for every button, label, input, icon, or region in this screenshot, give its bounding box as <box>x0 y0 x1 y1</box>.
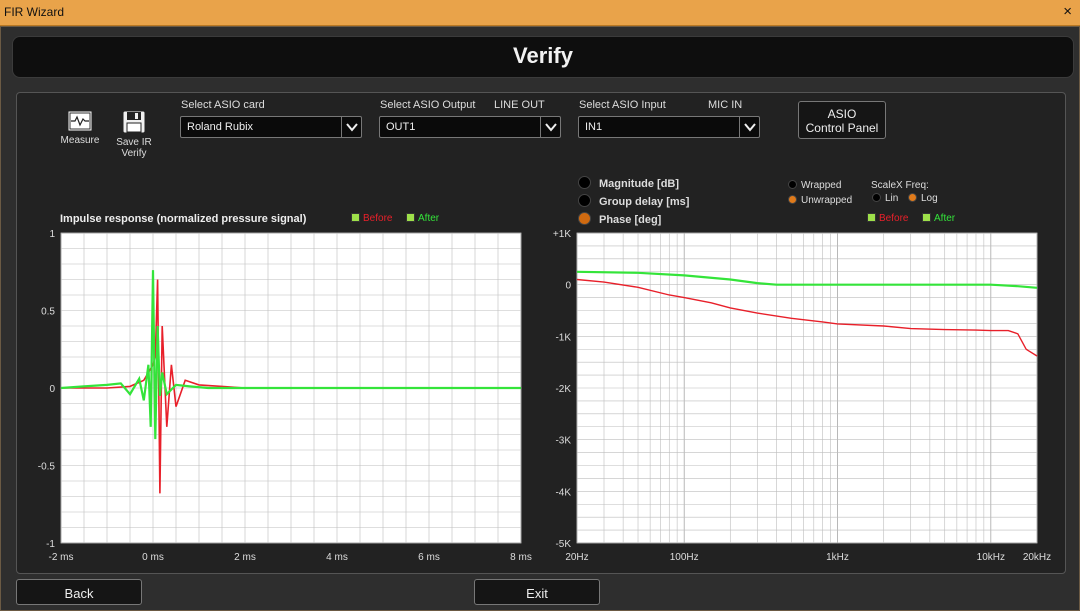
check-icon <box>867 213 876 222</box>
check-icon <box>406 213 415 222</box>
unwrapped-radio[interactable]: Unwrapped <box>788 195 852 206</box>
x-tick-label: 4 ms <box>326 552 348 563</box>
group-delay-label: Group delay [ms] <box>599 196 690 208</box>
check-icon <box>922 213 931 222</box>
radio-icon <box>578 194 591 207</box>
y-tick-label: 0.5 <box>41 307 55 318</box>
floppy-disk-icon <box>122 110 146 134</box>
asio-input-select[interactable]: IN1 <box>578 116 760 138</box>
series-line-before <box>61 279 521 494</box>
asio-card-label: Select ASIO card <box>181 99 265 111</box>
waveform-icon <box>67 110 93 132</box>
chevron-down-icon <box>739 117 759 137</box>
scale-lin-label: Lin <box>885 193 899 204</box>
control-panel-line2: Control Panel <box>805 121 879 135</box>
asio-input-hint: MIC IN <box>708 99 743 111</box>
asio-input-value: IN1 <box>585 121 603 133</box>
chevron-down-icon <box>341 117 361 137</box>
wrapped-label: Wrapped <box>801 180 842 191</box>
asio-output-label: Select ASIO Output <box>380 99 476 111</box>
radio-icon <box>788 180 797 189</box>
group-delay-radio[interactable]: Group delay [ms] <box>578 194 689 208</box>
asio-control-panel-button[interactable]: ASIO Control Panel <box>798 101 886 139</box>
x-tick-label: 6 ms <box>418 552 440 563</box>
y-tick-label: 1 <box>49 229 55 240</box>
scale-lin-radio[interactable]: Lin <box>872 193 898 204</box>
page-title: Verify <box>513 43 573 68</box>
page-header: Verify <box>12 36 1074 78</box>
series-line-after <box>60 270 521 440</box>
save-ir-verify-button[interactable]: Save IR Verify <box>110 110 158 159</box>
magnitude-label: Magnitude [dB] <box>599 178 680 190</box>
asio-card-select[interactable]: Roland Rubix <box>180 116 362 138</box>
scalex-label: ScaleX Freq: <box>871 180 929 191</box>
wrapped-radio[interactable]: Wrapped <box>788 180 841 191</box>
magnitude-radio[interactable]: Magnitude [dB] <box>578 176 679 190</box>
scale-log-label: Log <box>921 193 938 204</box>
after-legend: After <box>418 213 440 224</box>
save-label-2: Verify <box>121 148 147 159</box>
control-panel-line1: ASIO <box>827 107 857 121</box>
y-tick-label: 0 <box>49 384 55 395</box>
measure-button[interactable]: Measure <box>58 110 102 146</box>
radio-icon <box>578 176 591 189</box>
window-titlebar: FIR Wizard × <box>0 0 1080 26</box>
measure-label: Measure <box>60 135 100 146</box>
unwrapped-label: Unwrapped <box>801 195 853 206</box>
phase-before-legend: Before <box>879 213 909 224</box>
phase-radio[interactable]: Phase [deg] <box>578 212 661 226</box>
x-tick-label: 0 ms <box>142 552 164 563</box>
save-label-1: Save IR <box>116 137 152 148</box>
before-checkbox[interactable]: Before <box>351 213 392 224</box>
exit-button[interactable]: Exit <box>474 579 600 605</box>
after-checkbox[interactable]: After <box>406 213 439 224</box>
asio-input-label: Select ASIO Input <box>579 99 666 111</box>
asio-output-hint: LINE OUT <box>494 99 545 111</box>
phase-after-legend: After <box>934 213 956 224</box>
y-tick-label: -0.5 <box>38 462 56 473</box>
asio-card-value: Roland Rubix <box>187 121 254 133</box>
x-tick-label: 8 ms <box>510 552 532 563</box>
close-icon[interactable]: × <box>1063 3 1072 20</box>
x-tick-label: 2 ms <box>234 552 256 563</box>
chevron-down-icon <box>540 117 560 137</box>
radio-icon <box>872 193 881 202</box>
scale-log-radio[interactable]: Log <box>908 193 938 204</box>
x-tick-label: -2 ms <box>49 552 74 563</box>
before-legend: Before <box>363 213 393 224</box>
y-tick-label: -1 <box>46 539 55 550</box>
phase-before-checkbox[interactable]: Before <box>867 213 908 224</box>
radio-icon <box>578 212 591 225</box>
back-button[interactable]: Back <box>16 579 142 605</box>
asio-output-select[interactable]: OUT1 <box>379 116 561 138</box>
radio-icon <box>788 195 797 204</box>
phase-label: Phase [deg] <box>599 214 662 226</box>
radio-icon <box>908 193 917 202</box>
asio-output-value: OUT1 <box>386 121 416 133</box>
phase-after-checkbox[interactable]: After <box>922 213 955 224</box>
window-title: FIR Wizard <box>4 5 64 19</box>
impulse-plot-title: Impulse response (normalized pressure si… <box>60 213 307 225</box>
check-icon <box>351 213 360 222</box>
